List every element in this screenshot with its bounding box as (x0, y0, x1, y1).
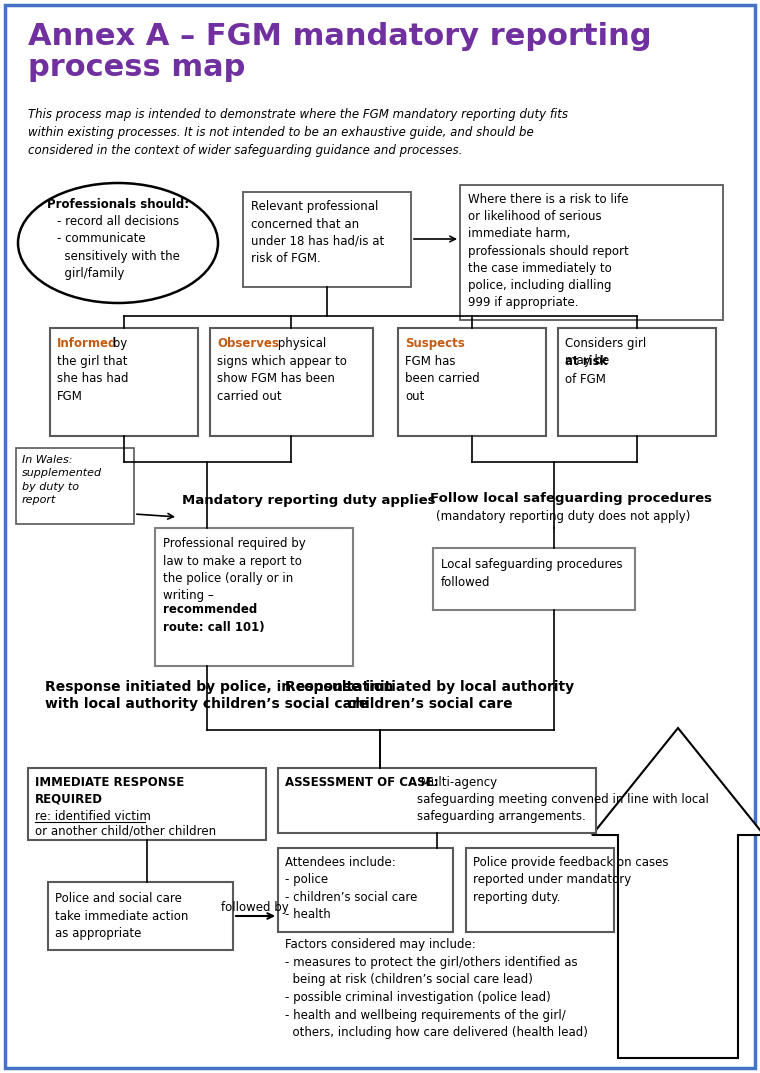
Text: signs which appear to
show FGM has been
carried out: signs which appear to show FGM has been … (217, 355, 347, 403)
Text: Where there is a risk to life
or likelihood of serious
immediate harm,
professio: Where there is a risk to life or likelih… (468, 193, 629, 309)
Text: Police and social care
take immediate action
as appropriate: Police and social care take immediate ac… (55, 892, 188, 940)
Text: Relevant professional
concerned that an
under 18 has had/is at
risk of FGM.: Relevant professional concerned that an … (251, 200, 385, 265)
Text: Response initiated by police, in consultation
with local authority children’s so: Response initiated by police, in consult… (45, 680, 394, 711)
FancyBboxPatch shape (466, 848, 614, 932)
Text: - record all decisions
- communicate
  sensitively with the
  girl/family: - record all decisions - communicate sen… (56, 215, 179, 280)
Text: Response initiated by local authority
children’s social care: Response initiated by local authority ch… (286, 680, 575, 711)
Text: This process map is intended to demonstrate where the FGM mandatory reporting du: This process map is intended to demonstr… (28, 108, 568, 157)
Text: Mandatory reporting duty applies: Mandatory reporting duty applies (182, 494, 435, 508)
Text: Local safeguarding procedures
followed: Local safeguarding procedures followed (441, 558, 622, 588)
FancyBboxPatch shape (28, 768, 266, 840)
Polygon shape (592, 727, 760, 1058)
Ellipse shape (18, 183, 218, 303)
FancyBboxPatch shape (243, 192, 411, 286)
FancyBboxPatch shape (16, 449, 134, 524)
FancyBboxPatch shape (155, 528, 353, 666)
Text: by: by (109, 337, 127, 350)
Text: Factors considered may include:: Factors considered may include: (285, 938, 476, 951)
Text: Annex A – FGM mandatory reporting
process map: Annex A – FGM mandatory reporting proces… (28, 23, 651, 83)
FancyBboxPatch shape (278, 848, 453, 932)
Text: of FGM: of FGM (565, 373, 606, 386)
Text: Professionals should:: Professionals should: (47, 199, 189, 211)
Text: Informed: Informed (57, 337, 117, 350)
Text: IMMEDIATE RESPONSE
REQUIRED: IMMEDIATE RESPONSE REQUIRED (35, 776, 184, 805)
FancyBboxPatch shape (433, 548, 635, 609)
FancyBboxPatch shape (210, 328, 373, 436)
Text: at risk: at risk (565, 355, 607, 368)
Text: Considers girl
may be: Considers girl may be (565, 337, 646, 367)
Text: - measures to protect the girl/others identified as
  being at risk (children’s : - measures to protect the girl/others id… (285, 956, 588, 1039)
Text: followed by: followed by (221, 901, 289, 914)
Text: physical: physical (274, 337, 326, 350)
Text: the girl that
she has had
FGM: the girl that she has had FGM (57, 355, 128, 403)
Text: Suspects: Suspects (405, 337, 465, 350)
Text: ASSESSMENT OF CASE:: ASSESSMENT OF CASE: (285, 776, 439, 789)
Text: FGM has
been carried
out: FGM has been carried out (405, 355, 480, 403)
Text: Observes: Observes (217, 337, 279, 350)
Text: Professional required by
law to make a report to
the police (orally or in
writin: Professional required by law to make a r… (163, 536, 306, 603)
FancyBboxPatch shape (48, 882, 233, 950)
FancyBboxPatch shape (5, 5, 755, 1068)
Text: (mandatory reporting duty does not apply): (mandatory reporting duty does not apply… (436, 510, 690, 523)
Text: re: identified victim: re: identified victim (35, 810, 151, 823)
FancyBboxPatch shape (460, 185, 723, 320)
Text: recommended
route: call 101): recommended route: call 101) (163, 603, 264, 633)
Text: or another child/other children: or another child/other children (35, 825, 216, 838)
Text: Attendees include:
- police
- children’s social care
- health: Attendees include: - police - children’s… (285, 856, 417, 922)
Text: Multi-agency
safeguarding meeting convened in line with local
safeguarding arran: Multi-agency safeguarding meeting conven… (417, 776, 709, 823)
Text: Follow local safeguarding procedures: Follow local safeguarding procedures (430, 493, 712, 505)
Text: In Wales:
supplemented
by duty to
report: In Wales: supplemented by duty to report (22, 455, 102, 505)
FancyBboxPatch shape (398, 328, 546, 436)
Text: Police provide feedback on cases
reported under mandatory
reporting duty.: Police provide feedback on cases reporte… (473, 856, 669, 903)
FancyBboxPatch shape (278, 768, 596, 833)
FancyBboxPatch shape (50, 328, 198, 436)
FancyBboxPatch shape (558, 328, 716, 436)
